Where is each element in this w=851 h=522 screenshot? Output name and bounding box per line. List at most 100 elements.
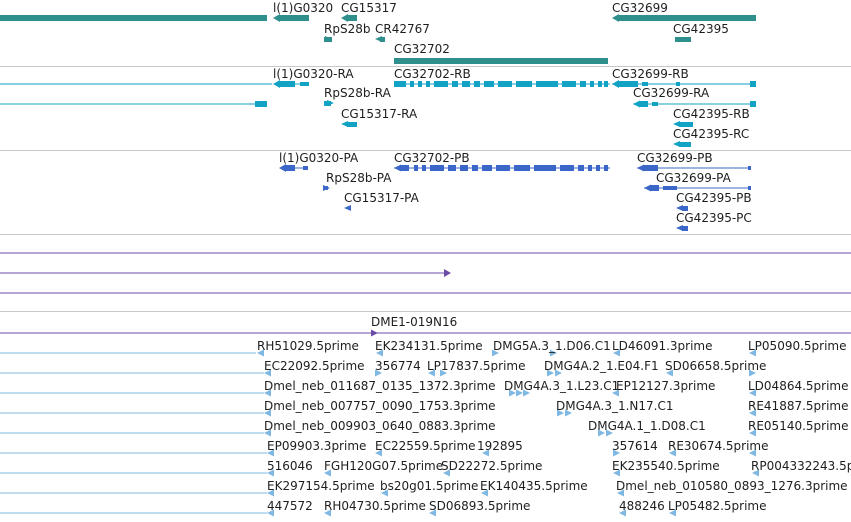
est-arrow[interactable]	[752, 469, 759, 477]
transcript-exon[interactable]	[426, 81, 430, 87]
transcript-label[interactable]: CG42395-RB	[673, 107, 750, 121]
est-label[interactable]: DMG4A.3_1.N17.C1	[556, 399, 674, 413]
protein-label[interactable]: CG32702-PB	[394, 151, 470, 165]
transcript-exon[interactable]	[618, 81, 638, 87]
transcript-exon[interactable]	[536, 81, 558, 87]
transcript-arrow[interactable]	[633, 100, 640, 108]
est-arrow[interactable]	[267, 469, 274, 477]
protein-arrow[interactable]	[644, 184, 651, 192]
est-arrow[interactable]	[598, 429, 605, 437]
transcript-exon[interactable]	[750, 81, 756, 87]
est-arrow[interactable]	[550, 349, 557, 357]
protein-exon[interactable]	[578, 165, 584, 171]
transcript-exon[interactable]	[580, 81, 586, 87]
transcript-exon[interactable]	[604, 81, 608, 87]
protein-arrow[interactable]	[637, 164, 644, 172]
est-arrow[interactable]	[547, 369, 554, 377]
est-label[interactable]: RE05140.5prime	[748, 419, 849, 433]
transcript-exon[interactable]	[562, 81, 576, 87]
est-arrow[interactable]	[523, 389, 530, 397]
transcript-exon[interactable]	[452, 81, 458, 87]
est-arrow[interactable]	[264, 389, 271, 397]
est-arrow[interactable]	[749, 429, 756, 437]
est-label[interactable]: LD04864.5prime	[748, 379, 849, 393]
gene-bar[interactable]	[618, 15, 756, 21]
est-arrow[interactable]	[324, 469, 331, 477]
transcript-exon[interactable]	[418, 81, 422, 87]
protein-arrow[interactable]	[676, 205, 683, 211]
gene-label[interactable]: CG15317	[341, 1, 397, 15]
est-arrow[interactable]	[749, 349, 756, 357]
est-arrow[interactable]	[375, 449, 382, 457]
transcript-exon[interactable]	[598, 81, 602, 87]
gene-arrow[interactable]	[612, 14, 619, 22]
est-arrow[interactable]	[267, 489, 274, 497]
est-label[interactable]: RE30674.5prime	[668, 439, 769, 453]
protein-exon[interactable]	[303, 166, 308, 170]
transcript-exon[interactable]	[679, 122, 693, 127]
est-label[interactable]: LP05090.5prime	[748, 339, 847, 353]
gene-arrow[interactable]	[273, 14, 280, 22]
est-label[interactable]: 488246	[619, 499, 665, 513]
est-label[interactable]: 516046	[267, 459, 313, 473]
contig-arrow[interactable]	[444, 269, 451, 277]
est-label[interactable]: EK140435.5prime	[480, 479, 588, 493]
transcript-exon[interactable]	[410, 81, 414, 87]
est-arrow[interactable]	[613, 469, 620, 477]
transcript-arrow[interactable]	[673, 121, 680, 127]
est-arrow[interactable]	[555, 369, 562, 377]
est-label[interactable]: SD06658.5prime	[665, 359, 767, 373]
transcript-label[interactable]: CG32702-RB	[394, 67, 471, 81]
est-arrow[interactable]	[482, 449, 489, 457]
protein-label[interactable]: CG32699-PA	[656, 171, 731, 185]
gene-bar[interactable]	[0, 15, 267, 21]
est-arrow[interactable]	[264, 409, 271, 417]
protein-exon[interactable]	[748, 186, 751, 190]
est-arrow[interactable]	[375, 369, 382, 377]
est-label[interactable]: LD46091.3prime	[612, 339, 713, 353]
gene-bar[interactable]	[394, 58, 608, 64]
protein-exon[interactable]	[326, 186, 328, 190]
est-arrow[interactable]	[749, 369, 756, 377]
est-arrow[interactable]	[481, 489, 488, 497]
transcript-exon[interactable]	[676, 82, 680, 86]
transcript-exon[interactable]	[462, 81, 470, 87]
transcript-exon[interactable]	[590, 81, 594, 87]
est-label[interactable]: Dmel_neb_010580_0893_1276.3prime	[616, 479, 848, 493]
transcript-exon[interactable]	[394, 81, 406, 87]
protein-exon[interactable]	[596, 165, 600, 171]
clone-arrow[interactable]	[371, 329, 378, 337]
transcript-label[interactable]: CG42395-RC	[673, 127, 750, 141]
est-label[interactable]: RH51029.5prime	[257, 339, 359, 353]
est-label[interactable]: DMG4A.2_1.E04.F1	[544, 359, 659, 373]
protein-label[interactable]: RpS28b-PA	[326, 171, 392, 185]
protein-exon[interactable]	[422, 165, 426, 171]
protein-exon[interactable]	[588, 165, 592, 171]
transcript-arrow[interactable]	[673, 141, 680, 147]
protein-label[interactable]: CG42395-PC	[676, 211, 752, 225]
transcript-arrow[interactable]	[273, 80, 280, 88]
est-label[interactable]: LP05482.5prime	[668, 499, 767, 513]
est-arrow[interactable]	[381, 489, 388, 497]
transcript-exon[interactable]	[300, 82, 309, 86]
est-arrow[interactable]	[749, 449, 756, 457]
protein-exon[interactable]	[663, 186, 677, 190]
est-arrow[interactable]	[267, 509, 274, 517]
est-arrow[interactable]	[612, 389, 619, 397]
est-label[interactable]: 192895	[477, 439, 523, 453]
est-arrow[interactable]	[440, 369, 447, 377]
transcript-exon[interactable]	[498, 81, 512, 87]
transcript-label[interactable]: RpS28b-RA	[324, 86, 391, 100]
est-label[interactable]: bs20g01.5prime	[380, 479, 479, 493]
est-label[interactable]: EP12127.3prime	[616, 379, 716, 393]
est-arrow[interactable]	[492, 349, 499, 357]
protein-arrow[interactable]	[676, 225, 683, 231]
transcript-label[interactable]: CG32699-RA	[633, 86, 710, 100]
protein-exon[interactable]	[682, 206, 688, 211]
est-label[interactable]: SD22272.5prime	[441, 459, 543, 473]
est-label[interactable]: FGH120G07.5prime	[324, 459, 444, 473]
est-arrow[interactable]	[509, 389, 516, 397]
protein-exon[interactable]	[482, 165, 492, 171]
est-label[interactable]: EK235540.5prime	[612, 459, 720, 473]
